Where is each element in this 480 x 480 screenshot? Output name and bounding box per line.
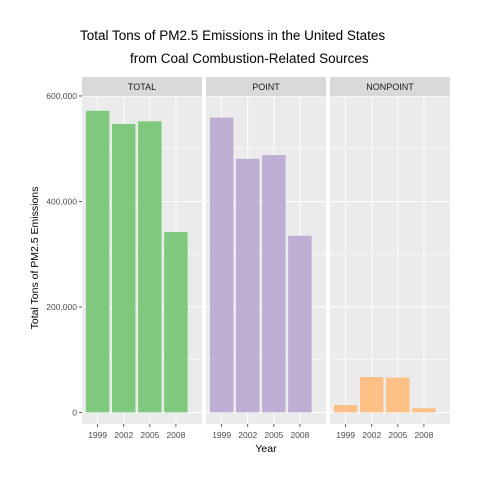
bar-point-2005 [262, 155, 286, 413]
facet-strip-label: TOTAL [128, 82, 156, 92]
x-tick-label: 2005 [140, 430, 159, 440]
y-tick-label: 400,000 [46, 196, 77, 206]
x-tick-label: 2008 [414, 430, 433, 440]
facet-strip-label: NONPOINT [366, 82, 414, 92]
bar-point-2002 [236, 158, 260, 413]
facet-panels: TOTAL 1999 2002 2005 2008 POINT 1999 2002 2005 20… [82, 77, 450, 440]
facet-strip [330, 77, 450, 96]
x-tick-label: 2002 [114, 430, 133, 440]
x-tick-label: 2005 [388, 430, 407, 440]
bar-total-2005 [138, 121, 162, 413]
y-tick-label: 600,000 [46, 91, 77, 101]
chart-title-line-1: Total Tons of PM2.5 Emissions in the Uni… [80, 28, 385, 43]
bar-nonpoint-1999 [333, 405, 358, 413]
y-tick-label: 200,000 [46, 302, 77, 312]
bar-point-1999 [209, 117, 234, 413]
bar-total-2002 [112, 123, 136, 413]
bar-total-2008 [164, 232, 188, 413]
x-tick-label: 1999 [212, 430, 231, 440]
facet-strip [206, 77, 326, 96]
bar-nonpoint-2002 [360, 377, 384, 413]
bar-nonpoint-2005 [386, 377, 410, 413]
panel-background [330, 96, 450, 424]
facet-strip-label: POINT [252, 82, 280, 92]
y-axis: 0 200,000 400,000 600,000 [46, 91, 82, 417]
x-tick-label: 1999 [88, 430, 107, 440]
x-tick-label: 1999 [336, 430, 355, 440]
x-tick-label: 2002 [362, 430, 381, 440]
x-tick-label: 2002 [238, 430, 257, 440]
panel-total: TOTAL 1999 2002 2005 2008 [82, 77, 202, 440]
panel-nonpoint: NONPOINT 1999 2002 2005 2008 [330, 77, 450, 440]
y-axis-title: Total Tons of PM2.5 Emissions [29, 187, 41, 330]
panel-point: POINT 1999 2002 2005 2008 [206, 77, 326, 440]
facet-strip [82, 77, 202, 96]
bar-point-2008 [288, 235, 312, 413]
bar-total-1999 [85, 110, 110, 413]
x-tick-label: 2008 [166, 430, 185, 440]
x-tick-label: 2005 [264, 430, 283, 440]
bar-nonpoint-2008 [412, 408, 436, 413]
x-tick-label: 2008 [290, 430, 309, 440]
x-axis-title: Year [255, 443, 277, 455]
y-tick-label: 0 [72, 407, 77, 417]
chart-title-line-2: from Coal Combustion-Related Sources [130, 51, 369, 66]
